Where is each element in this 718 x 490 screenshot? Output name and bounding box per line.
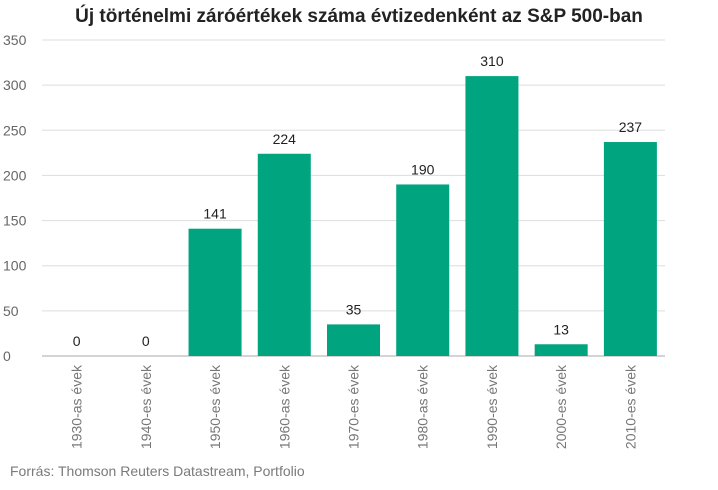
bar	[534, 344, 588, 356]
x-tick-label: 1990-es évek	[484, 364, 500, 449]
x-tick-label: 1980-as évek	[415, 364, 431, 449]
data-label: 237	[619, 119, 643, 135]
x-tick-label: 1960-as évek	[276, 364, 292, 449]
x-tick-label: 2010-es évek	[622, 364, 638, 449]
y-tick-label: 200	[3, 167, 27, 183]
bar	[257, 153, 311, 356]
bar	[603, 142, 657, 356]
x-tick-label: 1930-as évek	[69, 364, 85, 449]
chart-source: Forrás: Thomson Reuters Datastream, Port…	[10, 463, 305, 479]
y-tick-label: 300	[3, 77, 27, 93]
y-tick-label: 350	[3, 32, 27, 48]
x-tick-label: 2000-es évek	[553, 364, 569, 449]
y-tick-label: 250	[3, 122, 27, 138]
data-label: 0	[73, 333, 81, 349]
y-tick-label: 50	[3, 303, 19, 319]
data-label: 190	[411, 161, 435, 177]
y-tick-label: 150	[3, 213, 27, 229]
data-label: 13	[553, 321, 569, 337]
y-tick-label: 0	[3, 348, 11, 364]
bar	[188, 228, 242, 356]
bar	[327, 324, 380, 356]
data-label: 310	[480, 53, 504, 69]
data-label: 224	[273, 131, 297, 147]
data-label: 35	[346, 301, 362, 317]
chart-title: Új történelmi záróértékek száma évtizede…	[75, 6, 643, 27]
bar	[465, 76, 519, 356]
data-label: 141	[203, 206, 227, 222]
x-tick-label: 1950-es évek	[207, 364, 223, 449]
x-tick-label: 1940-es évek	[138, 364, 154, 449]
data-label: 0	[142, 333, 150, 349]
x-tick-label: 1970-es évek	[346, 364, 362, 449]
y-tick-label: 100	[3, 258, 27, 274]
bar	[396, 184, 450, 356]
